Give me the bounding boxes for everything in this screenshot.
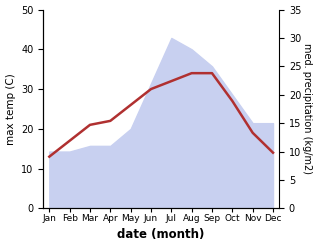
Y-axis label: max temp (C): max temp (C)	[5, 73, 16, 145]
X-axis label: date (month): date (month)	[117, 228, 205, 242]
Y-axis label: med. precipitation (kg/m2): med. precipitation (kg/m2)	[302, 43, 313, 174]
